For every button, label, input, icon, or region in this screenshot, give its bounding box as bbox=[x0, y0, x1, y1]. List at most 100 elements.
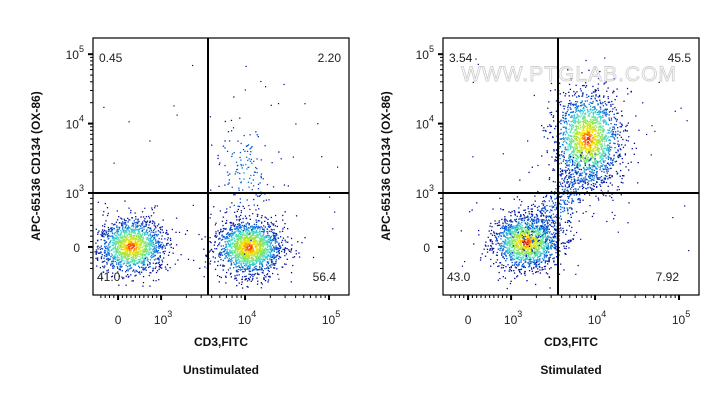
data-point bbox=[238, 282, 240, 284]
data-point bbox=[153, 228, 156, 230]
data-point bbox=[144, 225, 146, 228]
data-point bbox=[242, 205, 244, 207]
data-point bbox=[270, 235, 272, 238]
data-point bbox=[511, 238, 513, 240]
data-point bbox=[101, 235, 103, 238]
data-point bbox=[527, 244, 529, 247]
data-point bbox=[558, 235, 560, 237]
data-point bbox=[256, 231, 258, 234]
data-point bbox=[145, 256, 147, 258]
data-point bbox=[133, 254, 135, 256]
data-point bbox=[127, 229, 129, 231]
data-point bbox=[229, 173, 231, 175]
data-point bbox=[148, 239, 150, 242]
data-point bbox=[229, 242, 232, 244]
data-point bbox=[268, 199, 270, 201]
data-point bbox=[142, 252, 144, 254]
data-point bbox=[111, 228, 113, 231]
data-point bbox=[235, 245, 237, 248]
data-point bbox=[238, 220, 241, 222]
data-point bbox=[134, 249, 136, 251]
data-point bbox=[229, 249, 231, 251]
data-point bbox=[130, 238, 133, 240]
data-point bbox=[511, 231, 514, 234]
data-point bbox=[277, 248, 279, 250]
data-point bbox=[119, 239, 121, 241]
panel-title: Unstimulated bbox=[183, 363, 259, 377]
data-point bbox=[509, 267, 511, 269]
data-point bbox=[238, 230, 240, 232]
data-point bbox=[544, 254, 546, 256]
data-point bbox=[262, 252, 264, 254]
data-point bbox=[250, 239, 252, 242]
data-point bbox=[131, 280, 133, 282]
data-point bbox=[503, 231, 505, 233]
data-point bbox=[97, 245, 99, 247]
data-point bbox=[154, 267, 156, 270]
data-point bbox=[128, 246, 130, 248]
data-point bbox=[108, 228, 110, 231]
data-point bbox=[502, 240, 504, 243]
data-point bbox=[132, 246, 134, 249]
data-point bbox=[96, 265, 98, 267]
data-point bbox=[107, 251, 109, 253]
data-point bbox=[505, 254, 507, 257]
data-point bbox=[231, 239, 233, 242]
data-point bbox=[113, 251, 115, 253]
data-point bbox=[487, 245, 489, 247]
data-point bbox=[136, 235, 138, 238]
data-point bbox=[159, 256, 161, 258]
data-point bbox=[508, 250, 510, 252]
data-point bbox=[124, 253, 126, 255]
data-point bbox=[244, 249, 246, 251]
data-point bbox=[156, 235, 158, 237]
data-point bbox=[147, 254, 149, 256]
data-point bbox=[145, 269, 147, 271]
data-point bbox=[167, 269, 169, 272]
data-point bbox=[503, 235, 505, 238]
data-point bbox=[508, 270, 510, 272]
data-point bbox=[523, 217, 525, 219]
data-point bbox=[537, 232, 539, 234]
data-point bbox=[133, 257, 135, 259]
data-point bbox=[115, 240, 117, 242]
data-point bbox=[132, 238, 134, 240]
data-point bbox=[529, 265, 531, 267]
data-point bbox=[172, 252, 174, 254]
data-point bbox=[107, 234, 109, 237]
data-point bbox=[526, 239, 528, 241]
data-point bbox=[157, 262, 160, 264]
data-point bbox=[137, 255, 139, 257]
data-point bbox=[122, 237, 124, 239]
data-point bbox=[101, 231, 103, 233]
data-point bbox=[218, 255, 220, 257]
data-point bbox=[263, 249, 265, 252]
data-point bbox=[107, 258, 109, 260]
data-point bbox=[535, 255, 538, 257]
data-point bbox=[104, 245, 106, 248]
data-point bbox=[234, 245, 236, 248]
data-point bbox=[515, 245, 518, 247]
data-point bbox=[104, 240, 106, 242]
data-point bbox=[546, 254, 548, 257]
data-point bbox=[257, 225, 259, 227]
data-point bbox=[231, 202, 233, 204]
data-point bbox=[514, 266, 517, 268]
scatter-points bbox=[460, 57, 690, 290]
data-point bbox=[542, 236, 545, 238]
data-point bbox=[268, 226, 271, 228]
data-point bbox=[177, 259, 179, 261]
data-point bbox=[271, 251, 273, 253]
data-point bbox=[252, 262, 254, 264]
data-point bbox=[510, 247, 513, 249]
data-point bbox=[265, 258, 267, 260]
data-point bbox=[555, 247, 557, 250]
data-point bbox=[115, 237, 118, 239]
data-point bbox=[120, 254, 123, 256]
data-point bbox=[95, 252, 97, 254]
data-point bbox=[295, 253, 297, 255]
data-point bbox=[516, 250, 518, 252]
data-point bbox=[131, 237, 133, 239]
data-point bbox=[555, 252, 557, 254]
data-point bbox=[242, 241, 244, 244]
